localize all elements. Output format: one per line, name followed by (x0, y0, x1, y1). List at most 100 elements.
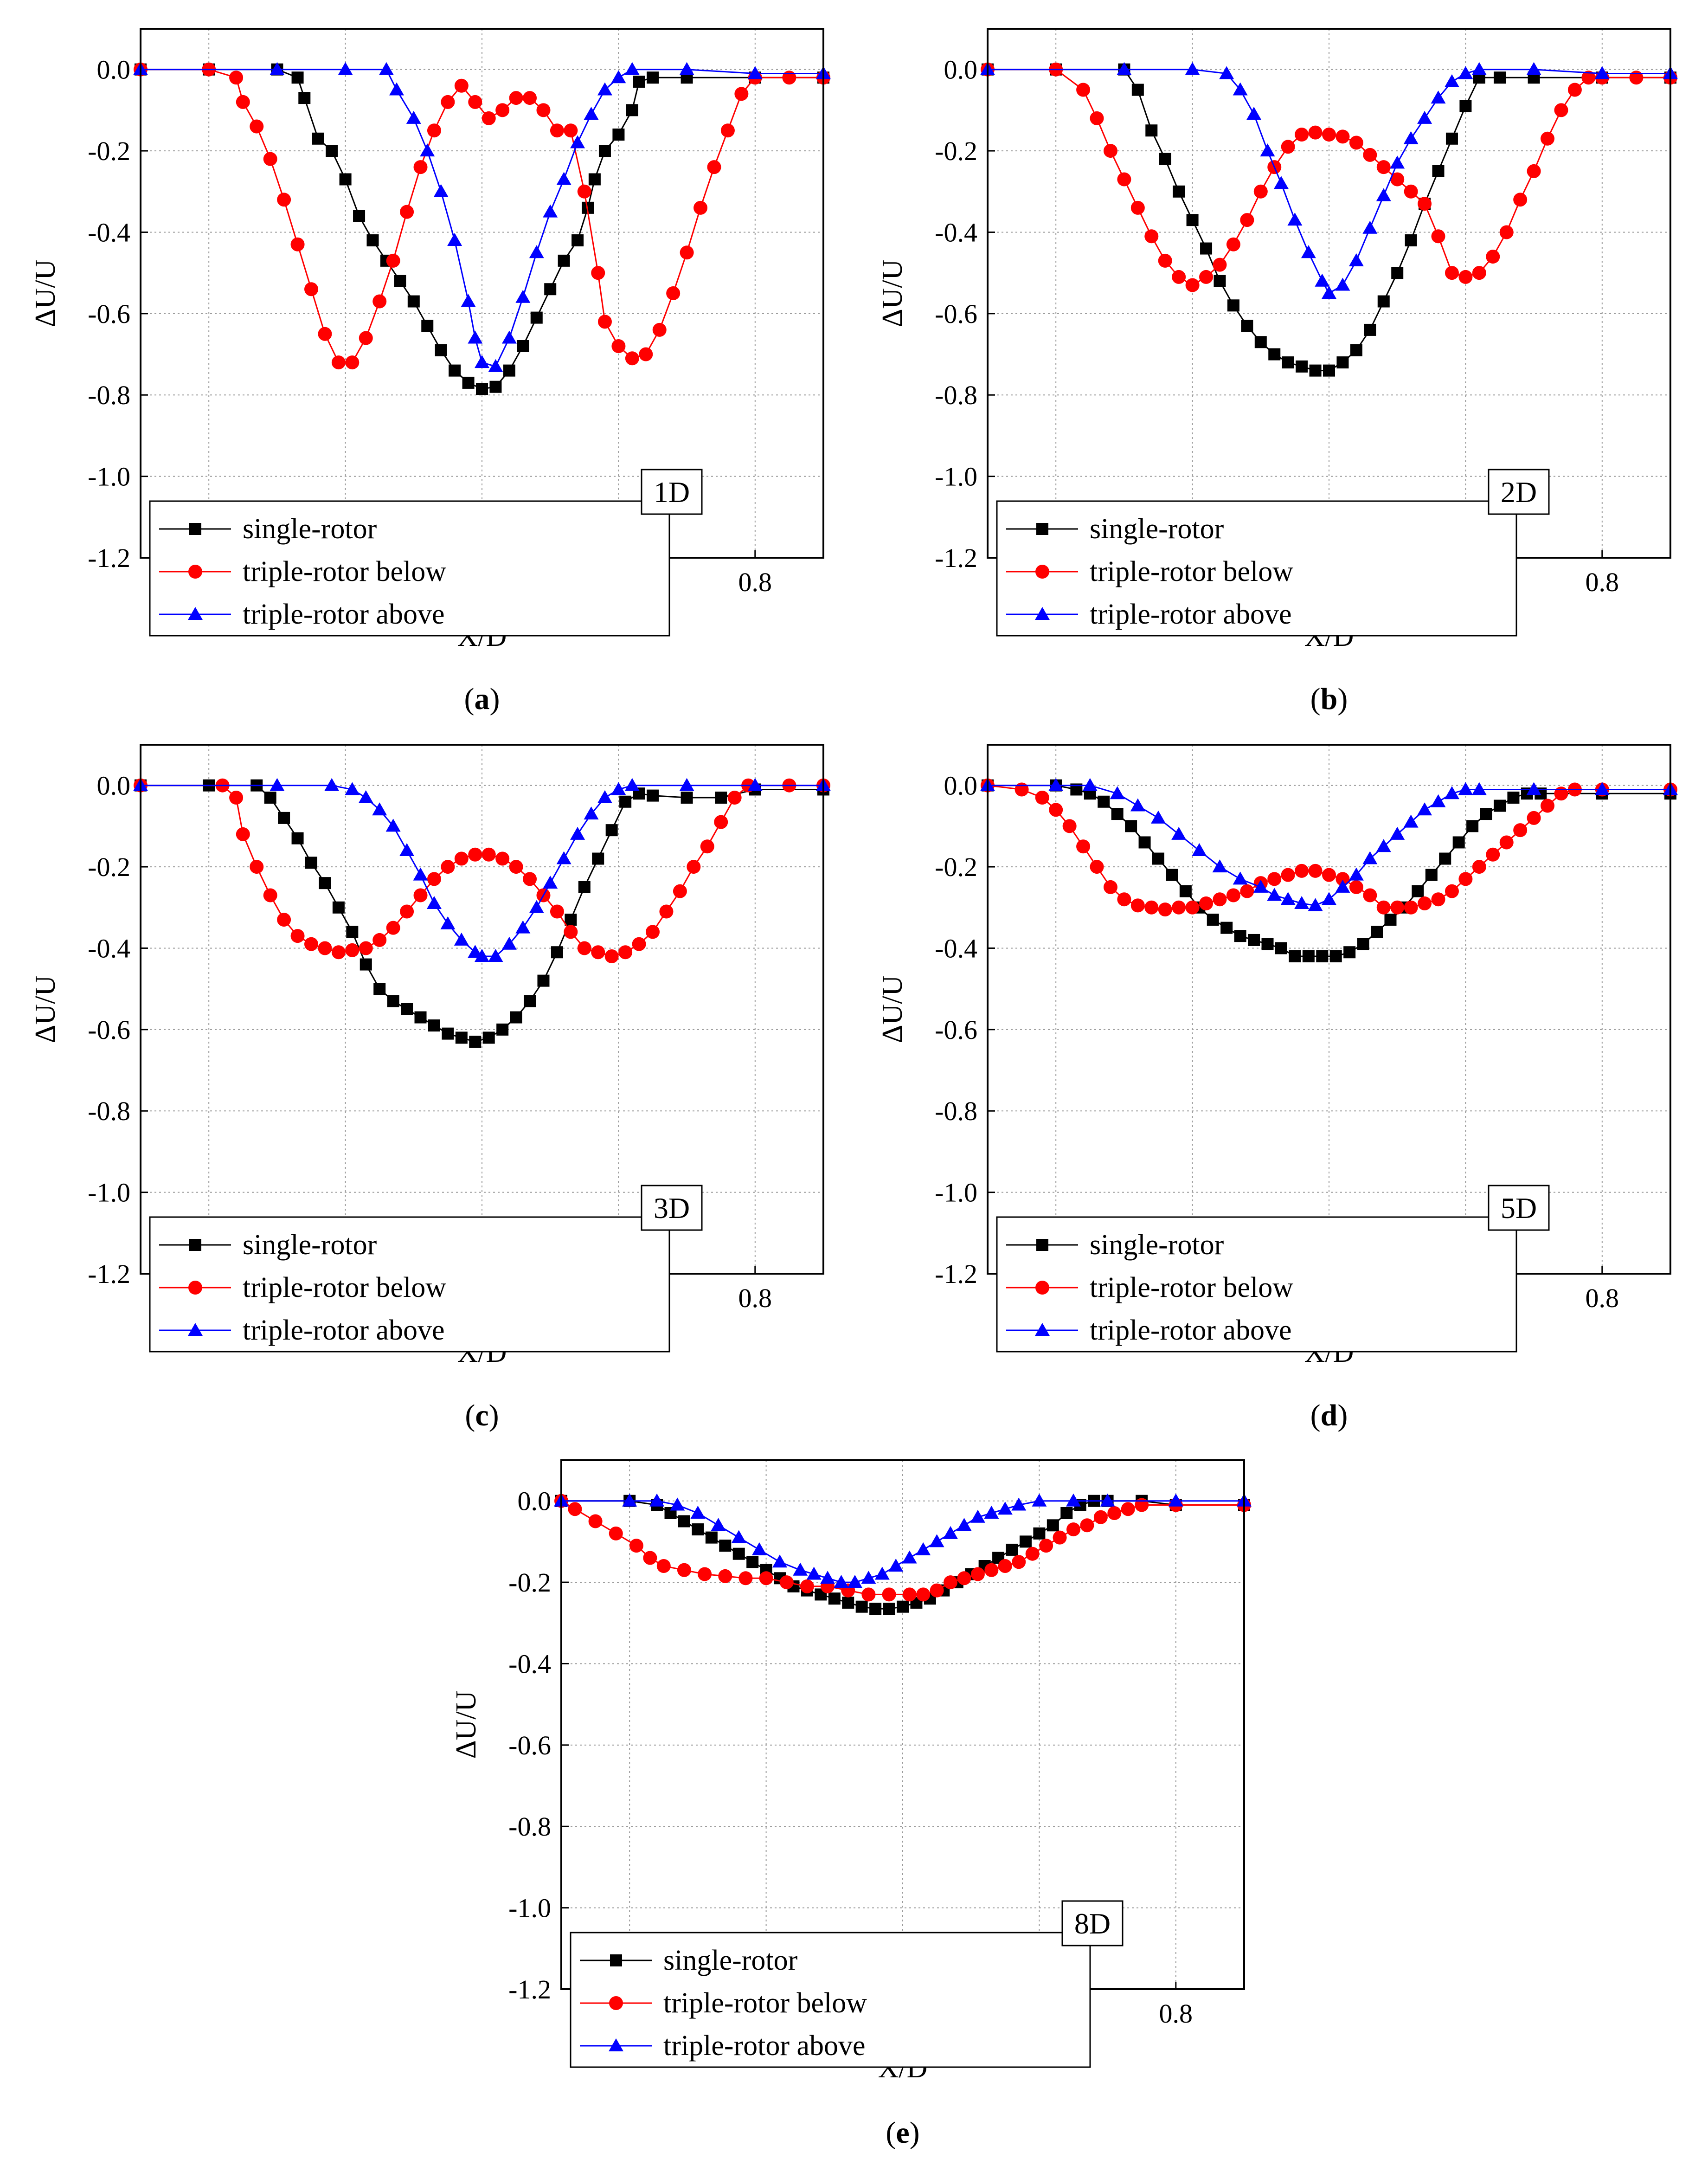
y-tick-label: 0.0 (518, 1486, 552, 1516)
data-point (1404, 900, 1418, 915)
data-point (1117, 62, 1132, 75)
data-point (1581, 71, 1596, 85)
data-point (1323, 364, 1335, 377)
data-point (1033, 1527, 1046, 1540)
data-point (250, 119, 264, 134)
data-point (345, 355, 360, 370)
data-point (1343, 946, 1356, 959)
data-point (746, 1556, 759, 1568)
data-point (957, 1571, 971, 1585)
data-point (1404, 184, 1418, 199)
data-point (1335, 277, 1350, 291)
legend-marker (609, 1996, 623, 2010)
data-point (1526, 782, 1541, 795)
tag-box (1488, 469, 1550, 515)
legend-label: single-rotor (663, 1945, 798, 1976)
y-tick-label: 0.0 (97, 771, 131, 801)
data-point (501, 936, 517, 950)
data-point (1513, 193, 1528, 207)
data-point (304, 282, 318, 296)
data-point (407, 295, 420, 308)
distance-tag: 1D (641, 469, 703, 515)
data-point (358, 790, 373, 803)
data-point (673, 884, 687, 898)
panel-caption: (c) (465, 1399, 499, 1432)
legend-marker (188, 1323, 203, 1336)
data-point (611, 70, 626, 84)
y-tick-label: -0.6 (508, 1730, 551, 1760)
data-point (1308, 125, 1323, 140)
data-point (1144, 900, 1159, 915)
data-point (869, 1603, 882, 1615)
legend-marker (1035, 565, 1049, 579)
data-point (591, 945, 605, 960)
data-point (1166, 869, 1178, 881)
data-point (1513, 823, 1528, 838)
data-point (1152, 852, 1164, 865)
data-point (1302, 950, 1315, 962)
chart-panel-c: -0.8-0.40.00.40.80.0-0.2-0.4-0.6-0.8-1.0… (30, 744, 831, 1432)
chart-panel-b: -0.8-0.40.00.40.80.0-0.2-0.4-0.6-0.8-1.0… (877, 28, 1678, 716)
distance-tag: 2D (1488, 469, 1550, 515)
data-point (389, 82, 404, 96)
data-point (524, 995, 536, 1007)
data-point (647, 789, 659, 802)
data-point (372, 933, 387, 947)
data-point (902, 1587, 917, 1602)
data-point (1090, 111, 1104, 125)
data-point (1035, 791, 1049, 805)
data-point (1391, 267, 1404, 279)
data-point (1015, 782, 1029, 797)
y-tick-label: -0.6 (935, 299, 977, 329)
data-point (1213, 258, 1227, 272)
data-point (861, 1587, 876, 1602)
data-point (372, 294, 387, 309)
data-point (1472, 266, 1486, 280)
data-point (1452, 836, 1465, 849)
legend: single-rotor triple-rotor below triple-rot… (996, 1216, 1517, 1353)
legend-box (996, 500, 1517, 637)
data-point (677, 1563, 691, 1577)
data-point (705, 1531, 718, 1544)
distance-tag: 8D (1061, 1900, 1124, 1946)
data-point (1130, 200, 1145, 215)
data-point (916, 1542, 931, 1555)
data-point (1233, 871, 1248, 885)
series-below (981, 62, 1677, 292)
data-point (957, 1518, 972, 1531)
legend-label: single-rotor (1090, 1229, 1224, 1261)
data-point (1472, 860, 1486, 874)
data-point (834, 1575, 849, 1588)
legend-label: triple-rotor below (663, 1987, 867, 2019)
data-point (1322, 868, 1336, 882)
data-point (731, 1530, 746, 1543)
data-point (387, 995, 399, 1007)
data-point (1431, 229, 1445, 244)
data-point (578, 881, 591, 893)
data-point (666, 286, 681, 300)
data-point (428, 1019, 440, 1032)
data-point (1032, 1493, 1047, 1507)
legend-marker (188, 607, 203, 620)
data-point (400, 205, 414, 219)
data-point (523, 872, 537, 886)
data-point (543, 876, 558, 889)
distance-tag: 5D (1488, 1185, 1550, 1231)
legend-box (149, 1216, 670, 1353)
chart-panel-a: -0.8-0.40.00.40.80.0-0.2-0.4-0.6-0.8-1.0… (30, 28, 831, 716)
data-point (250, 860, 264, 874)
y-tick-label: 0.0 (944, 55, 978, 85)
data-point (359, 941, 373, 955)
data-point (290, 237, 305, 251)
data-point (449, 364, 461, 377)
data-point (570, 826, 585, 840)
legend: single-rotor triple-rotor below triple-rot… (149, 500, 670, 637)
data-point (345, 943, 360, 957)
data-point (1246, 107, 1262, 120)
data-point (1348, 253, 1364, 266)
data-point (1418, 197, 1432, 211)
data-point (1458, 782, 1473, 795)
legend-label: triple-rotor above (663, 2030, 866, 2062)
data-point (1316, 950, 1329, 962)
data-point (530, 311, 543, 324)
